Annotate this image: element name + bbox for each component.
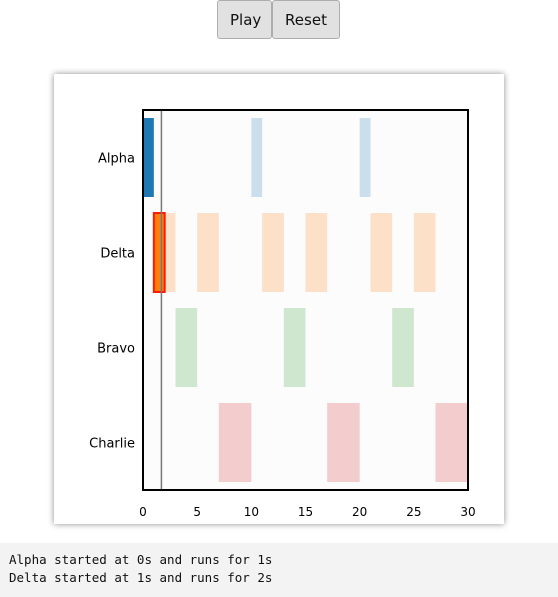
interval-bar — [283, 308, 306, 387]
interval-bar — [251, 118, 263, 197]
timeline-chart: Alpha Delta Bravo Charlie 0 5 10 15 20 25 30 — [89, 109, 476, 519]
x-tick-label: 30 — [460, 505, 475, 519]
interval-bar — [175, 308, 198, 387]
x-tick-label: 20 — [352, 505, 367, 519]
plot-background — [143, 110, 468, 490]
row-label: Alpha — [98, 152, 135, 167]
plot-frame — [142, 109, 469, 491]
interval-bar — [197, 213, 219, 292]
active-interval-bar — [152, 212, 166, 293]
interval-bar — [370, 213, 393, 292]
active-interval-bar — [143, 118, 154, 197]
x-tick-label: 10 — [244, 505, 259, 519]
x-tick-label: 5 — [193, 505, 201, 519]
interval-bar — [305, 213, 328, 292]
row-label: Bravo — [97, 342, 135, 357]
row-label: Delta — [100, 247, 135, 262]
interval-bar — [392, 308, 414, 387]
toolbar: Play Reset — [217, 0, 340, 39]
event-log: Alpha started at 0s and runs for 1s Delt… — [0, 543, 558, 597]
interval-bar — [359, 118, 371, 197]
row-label: Charlie — [89, 437, 135, 452]
play-button[interactable]: Play — [217, 0, 272, 39]
reset-button[interactable]: Reset — [272, 0, 340, 39]
interval-bar — [327, 403, 360, 482]
log-line: Alpha started at 0s and runs for 1s — [9, 552, 273, 567]
x-tick-label: 25 — [406, 505, 421, 519]
interval-bar — [262, 213, 284, 292]
x-tick-label: 15 — [298, 505, 313, 519]
log-line: Delta started at 1s and runs for 2s — [9, 570, 273, 585]
interval-bar — [435, 403, 468, 482]
interval-bar — [218, 403, 252, 482]
x-tick-label: 0 — [139, 505, 147, 519]
interval-bar — [413, 213, 436, 292]
timeline-panel: Alpha Delta Bravo Charlie 0 5 10 15 20 25 30 — [54, 74, 504, 524]
